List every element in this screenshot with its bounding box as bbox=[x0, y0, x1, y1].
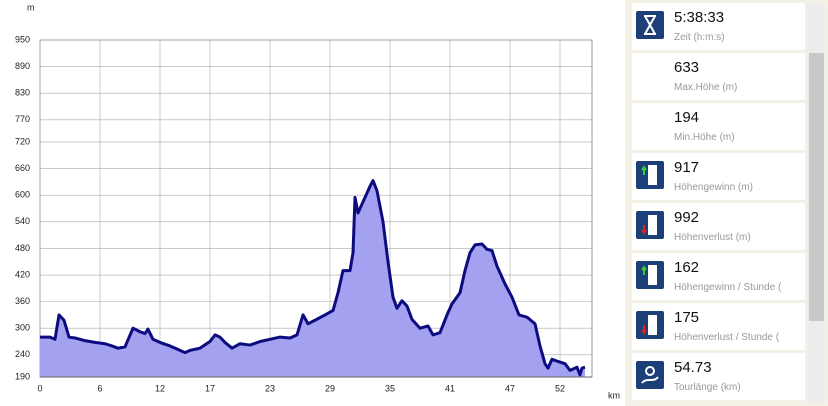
stat-label: Höhengewinn / Stunde ( bbox=[674, 282, 782, 293]
y-tick-label: 720 bbox=[15, 136, 30, 146]
stat-card: 5:38:33 Zeit (h:m:s) bbox=[632, 3, 805, 50]
stat-label: Höhenverlust / Stunde ( bbox=[674, 332, 780, 343]
stat-card: 162 Höhengewinn / Stunde ( bbox=[632, 253, 805, 300]
y-tick-label: 190 bbox=[15, 371, 30, 381]
x-tick-label: 17 bbox=[205, 383, 215, 393]
elevation-chart: m km 190 240 300 360 420 480 540 600 660 720 770 83… bbox=[0, 0, 625, 406]
stat-card: 175 Höhenverlust / Stunde ( bbox=[632, 303, 805, 350]
stat-value: 175 bbox=[674, 309, 700, 326]
x-tick-label: 29 bbox=[325, 383, 335, 393]
y-tick-label: 300 bbox=[15, 323, 30, 333]
y-tick-label: 660 bbox=[15, 163, 30, 173]
stat-card: 194 Min.Höhe (m) bbox=[632, 103, 805, 150]
x-tick-label: 35 bbox=[385, 383, 395, 393]
y-tick-label: 540 bbox=[15, 216, 30, 226]
stat-label: Tourlänge (km) bbox=[674, 382, 741, 393]
x-tick-label: 52 bbox=[555, 383, 565, 393]
stat-value: 633 bbox=[674, 59, 700, 76]
gain-icon bbox=[636, 161, 664, 189]
y-unit: m bbox=[27, 2, 35, 12]
gain-icon bbox=[636, 261, 664, 289]
stat-label: Max.Höhe (m) bbox=[674, 82, 738, 93]
x-unit: km bbox=[608, 390, 620, 400]
scrollbar[interactable] bbox=[808, 3, 825, 403]
y-tick-label: 420 bbox=[15, 269, 30, 279]
x-tick-label: 0 bbox=[37, 383, 42, 393]
stat-card: 633 Max.Höhe (m) bbox=[632, 53, 805, 100]
y-tick-label: 890 bbox=[15, 61, 30, 71]
distance-icon bbox=[636, 361, 664, 389]
x-tick-label: 12 bbox=[155, 383, 165, 393]
x-tick-label: 23 bbox=[265, 383, 275, 393]
stat-value: 162 bbox=[674, 259, 700, 276]
stat-card: 992 Höhenverlust (m) bbox=[632, 203, 805, 250]
stat-label: Zeit (h:m:s) bbox=[674, 32, 725, 43]
stat-value: 5:38:33 bbox=[674, 9, 725, 26]
stat-label: Höhenverlust (m) bbox=[674, 232, 751, 243]
y-tick-label: 950 bbox=[15, 34, 30, 44]
elevation-line bbox=[40, 179, 586, 377]
stat-value: 992 bbox=[674, 209, 700, 226]
hourglass-icon bbox=[636, 11, 664, 39]
area-fill bbox=[40, 180, 585, 377]
stat-card: 917 Höhengewinn (m) bbox=[632, 153, 805, 200]
stat-card: 54.73 Tourlänge (km) bbox=[632, 353, 805, 400]
stat-value: 54.73 bbox=[674, 359, 712, 376]
y-tick-label: 480 bbox=[15, 243, 30, 253]
stat-label: Höhengewinn (m) bbox=[674, 182, 753, 193]
x-tick-label: 47 bbox=[505, 383, 515, 393]
loss-icon bbox=[636, 211, 664, 239]
y-tick-label: 240 bbox=[15, 349, 30, 359]
stat-value: 194 bbox=[674, 109, 700, 126]
y-tick-label: 600 bbox=[15, 190, 30, 200]
y-tick-label: 830 bbox=[15, 88, 30, 98]
loss-icon bbox=[636, 311, 664, 339]
y-tick-label: 360 bbox=[15, 296, 30, 306]
stat-label: Min.Höhe (m) bbox=[674, 132, 735, 143]
scroll-thumb[interactable] bbox=[809, 53, 824, 321]
y-tick-label: 770 bbox=[15, 114, 30, 124]
x-tick-label: 6 bbox=[97, 383, 102, 393]
x-tick-label: 41 bbox=[445, 383, 455, 393]
stat-value: 917 bbox=[674, 159, 700, 176]
